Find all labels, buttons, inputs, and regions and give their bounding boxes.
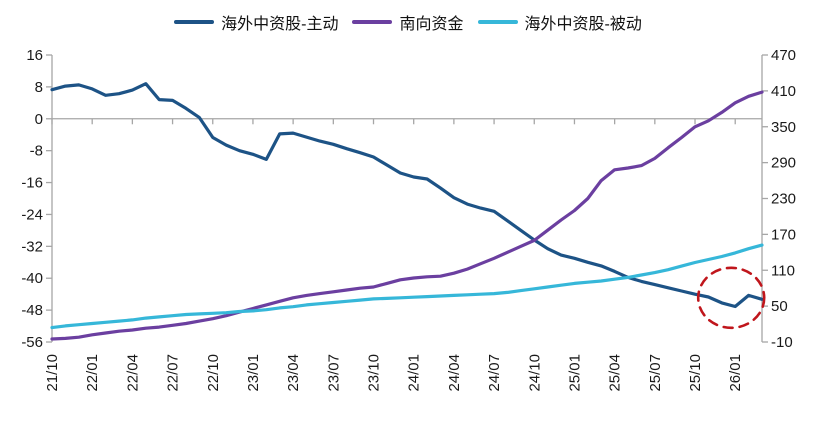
left-axis-tick-label: -48 bbox=[21, 302, 43, 319]
right-axis-tick-label: 350 bbox=[771, 119, 796, 136]
series-line-passive bbox=[50, 243, 764, 330]
left-axis-tick-label: 8 bbox=[35, 79, 43, 96]
left-axis-tick-label: 0 bbox=[35, 111, 43, 128]
right-axis-tick-label: 230 bbox=[771, 191, 796, 208]
x-axis-tick-label: 22/10 bbox=[205, 354, 222, 392]
right-axis-tick-label: 110 bbox=[771, 262, 795, 279]
right-axis-tick-label: 290 bbox=[771, 155, 796, 172]
x-axis-tick-label: 23/01 bbox=[245, 354, 262, 392]
legend: 海外中资股-主动 南向资金 海外中资股-被动 bbox=[0, 10, 816, 34]
legend-label-active: 海外中资股-主动 bbox=[221, 16, 339, 33]
x-axis-tick-label: 22/01 bbox=[84, 354, 101, 392]
legend-label-passive: 海外中资股-被动 bbox=[524, 16, 642, 33]
x-axis-tick-label: 24/01 bbox=[406, 354, 423, 392]
legend-label-southbound: 南向资金 bbox=[399, 16, 464, 33]
legend-item-passive: 海外中资股-被动 bbox=[477, 10, 642, 34]
legend-swatch-southbound bbox=[352, 20, 393, 24]
right-axis-tick-label: -10 bbox=[771, 334, 793, 351]
left-axis-tick-label: -8 bbox=[30, 143, 43, 160]
right-axis-tick-label: 170 bbox=[771, 226, 796, 243]
x-axis-tick-label: 21/10 bbox=[44, 354, 61, 392]
series-line-southbound bbox=[50, 90, 764, 341]
left-axis-tick-label: 16 bbox=[26, 47, 43, 64]
x-axis-tick-label: 23/07 bbox=[325, 354, 342, 392]
x-axis-tick-label: 25/10 bbox=[687, 354, 704, 392]
x-axis-tick-label: 26/01 bbox=[727, 354, 744, 392]
highlight-circle bbox=[696, 266, 766, 330]
right-axis-tick-label: 470 bbox=[771, 47, 796, 64]
legend-swatch-active bbox=[174, 20, 215, 24]
left-axis-tick-label: -56 bbox=[21, 334, 43, 351]
legend-item-southbound: 南向资金 bbox=[352, 10, 464, 34]
x-axis-tick-label: 25/04 bbox=[607, 354, 624, 392]
left-axis-tick-label: -32 bbox=[21, 238, 43, 255]
right-axis-tick-label: 50 bbox=[771, 298, 788, 315]
left-axis-tick-label: -24 bbox=[21, 206, 43, 223]
x-axis-tick-label: 24/07 bbox=[486, 354, 503, 392]
x-axis-tick-label: 25/01 bbox=[566, 354, 583, 392]
x-axis-tick-label: 23/04 bbox=[285, 354, 302, 392]
x-axis-tick-label: 22/04 bbox=[124, 354, 141, 392]
legend-item-active: 海外中资股-主动 bbox=[174, 10, 338, 34]
x-axis-tick-label: 22/07 bbox=[165, 354, 182, 392]
left-axis-tick-label: -16 bbox=[21, 175, 43, 192]
right-axis-tick-label: 410 bbox=[771, 83, 796, 100]
x-axis-tick-label: 25/07 bbox=[647, 354, 664, 392]
series-line-active bbox=[50, 82, 764, 309]
left-axis-tick-label: -40 bbox=[21, 270, 43, 287]
x-axis-tick-label: 24/10 bbox=[526, 354, 543, 392]
x-axis-tick-label: 23/10 bbox=[366, 354, 383, 392]
legend-swatch-passive bbox=[477, 20, 518, 24]
x-axis-tick-label: 24/04 bbox=[446, 354, 463, 392]
